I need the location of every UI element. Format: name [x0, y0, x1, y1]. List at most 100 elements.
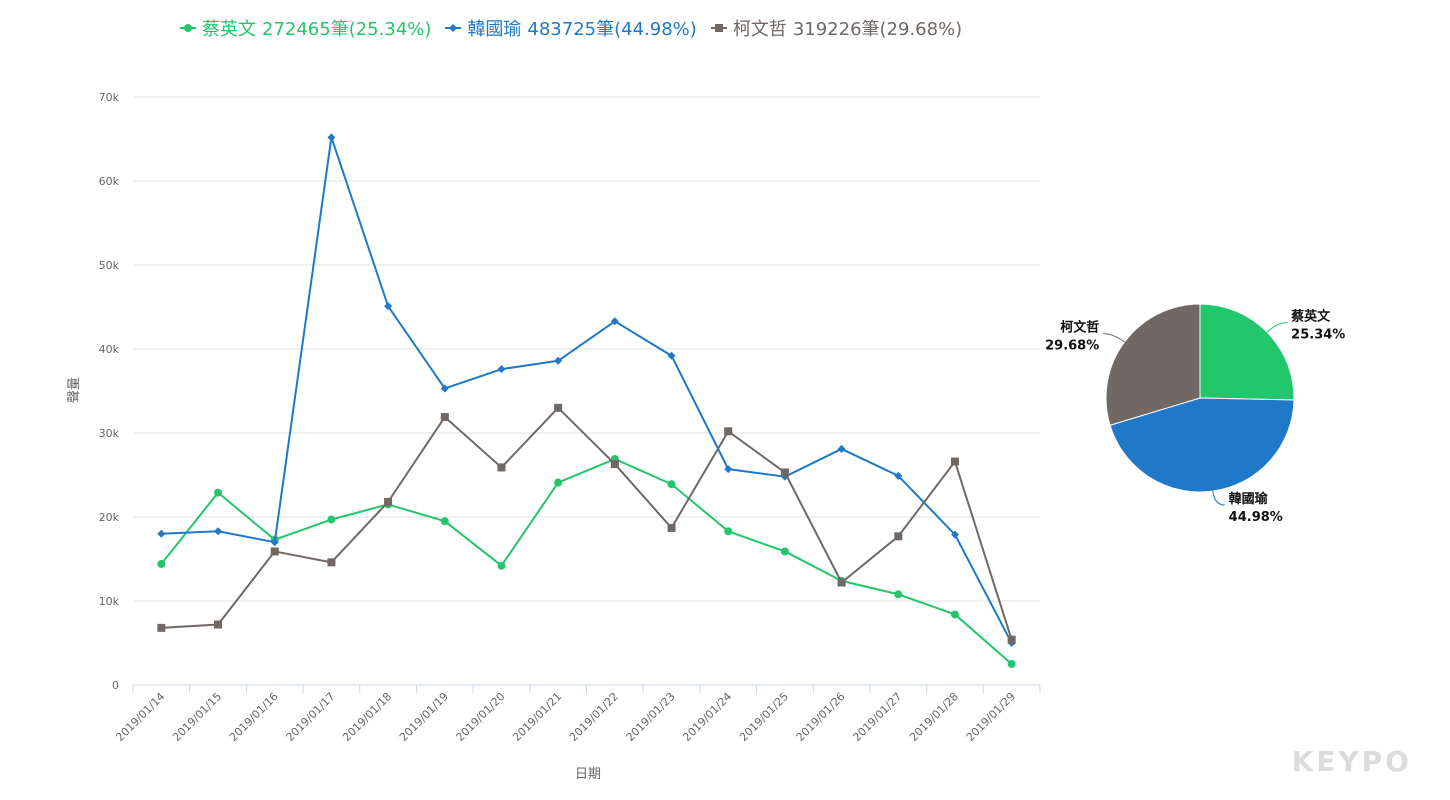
series-line — [161, 406, 1013, 640]
legend-item-0[interactable]: 蔡英文 272465筆(25.34%) — [180, 15, 431, 41]
legend-name: 蔡英文 — [202, 19, 256, 40]
data-point — [270, 538, 279, 547]
pie-slice[interactable] — [1109, 397, 1295, 493]
y-tick-label: 40k — [99, 343, 120, 356]
data-point — [950, 457, 959, 466]
data-point — [610, 460, 619, 469]
series-1 — [157, 133, 1016, 647]
legend-item-2[interactable]: 柯文哲 319226筆(29.68%) — [710, 15, 963, 41]
data-point — [157, 529, 166, 538]
data-point — [837, 578, 846, 587]
data-point — [440, 413, 449, 422]
legend-marker — [714, 24, 723, 32]
pie-percent-label: 44.98% — [1229, 510, 1283, 525]
legend-summary: 483725筆(44.98%) — [527, 19, 697, 40]
pie-chart: 蔡英文 25.34% 韓國瑜 44.98% 柯文哲 29.68% — [1045, 303, 1345, 525]
pie-percent-label: 29.68% — [1045, 339, 1099, 354]
y-tick-label: 10k — [99, 595, 120, 608]
x-tick-label: 2019/01/19 — [397, 690, 451, 744]
pie-connector — [1212, 491, 1225, 506]
legend-circle-icon — [180, 24, 196, 32]
x-tick-label: 2019/01/16 — [227, 690, 281, 744]
legend-summary: 272465筆(25.34%) — [262, 19, 432, 40]
x-tick-label: 2019/01/21 — [510, 690, 564, 744]
legend-diamond-icon — [445, 24, 462, 32]
legend-marker — [184, 24, 192, 32]
y-tick-label: 0 — [112, 679, 119, 692]
y-axis-title: 聲量 — [66, 377, 82, 403]
x-axis-title: 日期 — [575, 767, 601, 782]
x-tick-label: 2019/01/25 — [737, 690, 791, 744]
keypo-watermark: KEYPO — [1291, 745, 1412, 778]
data-point — [327, 133, 336, 142]
y-tick-label: 50k — [99, 259, 120, 272]
pie-connector — [1266, 321, 1288, 333]
legend-square-icon — [710, 24, 727, 32]
data-point — [497, 365, 506, 374]
data-point — [1007, 635, 1016, 644]
legend-item-1[interactable]: 韓國瑜 483725筆(44.98%) — [445, 15, 697, 41]
data-point — [157, 560, 166, 569]
y-tick-label: 30k — [99, 427, 120, 440]
x-tick-label: 2019/01/29 — [964, 690, 1018, 744]
data-point — [724, 427, 733, 436]
data-point — [214, 620, 223, 629]
data-point — [950, 610, 959, 619]
data-point — [894, 590, 903, 599]
data-point — [214, 527, 223, 536]
data-point — [894, 471, 903, 480]
data-point — [1007, 660, 1016, 668]
data-point — [724, 465, 733, 474]
pie-connector — [1103, 333, 1125, 343]
chart-legend: 蔡英文 272465筆(25.34%) 韓國瑜 483725筆(44.98%) 柯文哲 3… — [180, 14, 962, 42]
data-point — [667, 480, 676, 489]
y-tick-label: 70k — [99, 91, 120, 104]
data-point — [214, 488, 223, 497]
series-line — [161, 136, 1013, 644]
series-2 — [157, 403, 1016, 644]
legend-marker — [449, 24, 458, 32]
data-point — [440, 517, 449, 526]
x-tick-label: 2019/01/15 — [170, 690, 224, 744]
data-point — [384, 497, 393, 506]
x-tick-label: 2019/01/14 — [113, 690, 167, 744]
data-point — [440, 384, 449, 393]
data-point — [554, 356, 563, 365]
data-point — [667, 523, 676, 532]
x-tick-label: 2019/01/26 — [794, 690, 848, 744]
data-point — [497, 463, 506, 472]
data-point — [497, 561, 506, 570]
data-point — [327, 515, 336, 524]
data-point — [554, 403, 563, 412]
pie-percent-label: 25.34% — [1291, 327, 1345, 342]
x-tick-label: 2019/01/23 — [624, 690, 678, 744]
data-point — [894, 532, 903, 541]
pie-label: 柯文哲 — [1060, 320, 1099, 336]
pie-label: 蔡英文 — [1290, 308, 1331, 324]
pie-label: 韓國瑜 — [1229, 491, 1269, 507]
data-point — [610, 317, 619, 326]
data-point — [837, 444, 846, 453]
x-tick-label: 2019/01/24 — [680, 690, 734, 744]
legend-name: 柯文哲 — [732, 19, 787, 40]
x-tick-label: 2019/01/27 — [850, 690, 904, 744]
series-0 — [157, 455, 1016, 668]
pie-slice[interactable] — [1199, 303, 1295, 401]
y-tick-label: 60k — [99, 175, 120, 188]
data-point — [554, 478, 563, 487]
data-point — [384, 302, 393, 311]
data-point — [724, 527, 733, 536]
data-point — [157, 623, 166, 632]
x-tick-label: 2019/01/17 — [284, 690, 338, 744]
legend-summary: 319226筆(29.68%) — [792, 19, 963, 40]
data-point — [780, 547, 789, 556]
y-tick-label: 20k — [99, 511, 120, 524]
x-tick-label: 2019/01/20 — [454, 690, 508, 744]
legend-name: 韓國瑜 — [467, 19, 522, 40]
x-tick-label: 2019/01/28 — [907, 690, 961, 744]
data-point — [667, 351, 676, 360]
x-tick-label: 2019/01/18 — [340, 690, 394, 744]
data-point — [780, 468, 789, 477]
series-lines — [157, 133, 1016, 668]
